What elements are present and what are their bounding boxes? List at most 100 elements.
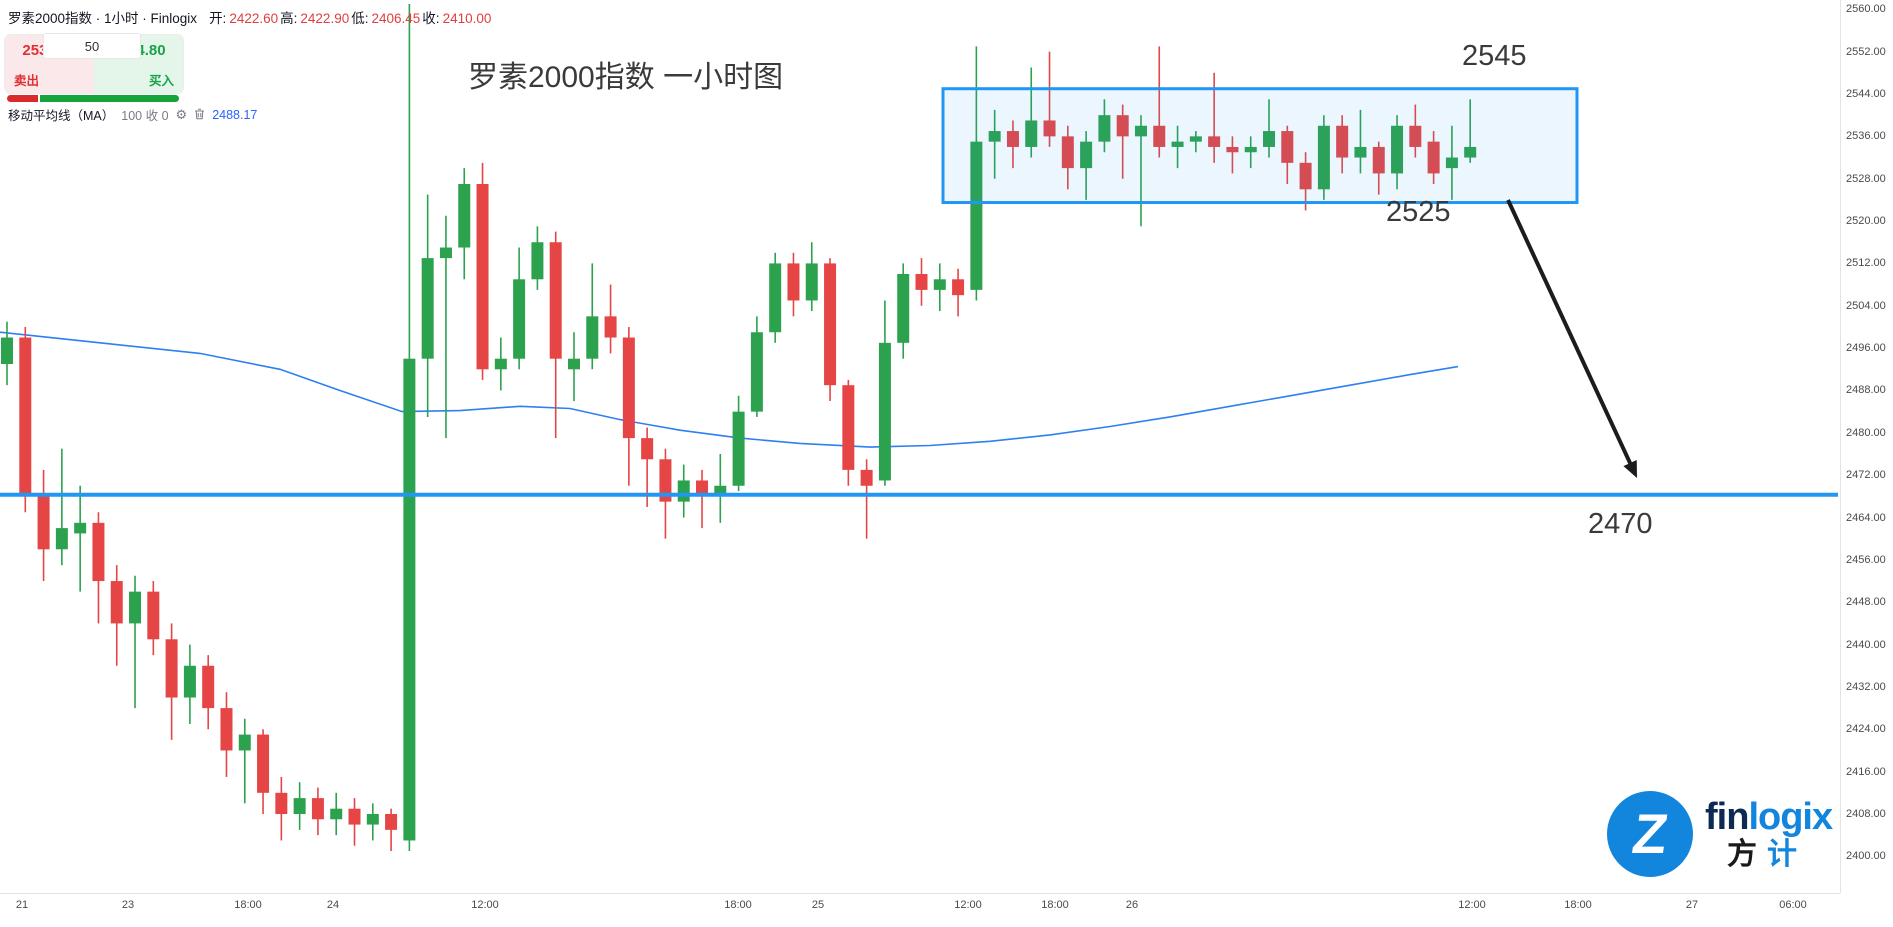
candle <box>129 575 142 709</box>
candle <box>915 258 928 306</box>
target-label[interactable]: 2470 <box>1588 508 1653 540</box>
candle <box>1098 99 1111 153</box>
buy-ratio-segment <box>39 95 179 102</box>
candle <box>604 284 617 354</box>
price-tick: 2488.00 <box>1846 384 1886 397</box>
candle <box>366 803 379 841</box>
price-axis[interactable]: 2560.00 2552.00 2544.00 2536.00 2528.00 2520.… <box>1846 0 1893 893</box>
symbol-title[interactable]: 罗素2000指数 · 1小时 · Finlogix <box>8 11 198 26</box>
support-label[interactable]: 2525 <box>1386 196 1451 228</box>
price-tick: 2512.00 <box>1846 257 1886 270</box>
price-tick: 2408.00 <box>1846 807 1886 820</box>
time-axis[interactable]: 21 23 18:00 24 12:00 18:00 25 12:00 18:00 26 12:00… <box>0 893 1840 927</box>
candle <box>202 655 215 730</box>
resistance-label[interactable]: 2545 <box>1462 40 1527 72</box>
candle <box>1427 131 1440 185</box>
price-tick: 2464.00 <box>1846 511 1886 524</box>
candle <box>1116 104 1129 179</box>
indicator-name[interactable]: 移动平均线（MA） <box>8 109 115 123</box>
delete-icon[interactable] <box>194 108 205 122</box>
candle <box>55 448 68 566</box>
ohlc-pair: 收: 2410.00 <box>422 11 492 26</box>
candle <box>311 787 324 836</box>
ohlc-pair: 低: 2406.45 <box>351 11 421 26</box>
sell-ratio-segment <box>7 95 38 102</box>
candle <box>1409 104 1422 158</box>
candle <box>1134 115 1147 227</box>
candle <box>769 252 782 343</box>
price-tick: 2504.00 <box>1846 299 1886 312</box>
ohlc-readout: 开: 2422.60 高: 2422.90 低: 2406.45 收: 2410.00 <box>207 7 491 27</box>
price-tick: 2400.00 <box>1846 850 1886 863</box>
price-tick: 2520.00 <box>1846 215 1886 228</box>
candle <box>933 263 946 312</box>
candle <box>878 300 891 486</box>
candle <box>1189 131 1202 153</box>
logo-fin-text: fin <box>1705 796 1749 838</box>
price-tick: 2536.00 <box>1846 130 1886 143</box>
indicator-params: 100 收 0 <box>121 109 169 123</box>
time-tick: 23 <box>121 899 135 911</box>
candle <box>1043 51 1056 147</box>
quantity-input[interactable] <box>43 33 141 59</box>
price-tick: 2440.00 <box>1846 638 1886 651</box>
candle <box>714 453 727 523</box>
candle <box>183 644 196 724</box>
consolidation-box[interactable] <box>941 87 1579 205</box>
breakdown-arrow[interactable] <box>1506 199 1635 470</box>
settings-icon[interactable]: ⚙ <box>175 107 188 122</box>
candle <box>988 109 1001 179</box>
time-tick: 18:00 <box>234 899 262 911</box>
candle <box>1281 125 1294 185</box>
candle <box>1372 141 1385 195</box>
chart-title-annotation[interactable]: 罗素2000指数 一小时图 <box>468 61 784 94</box>
price-tick: 2560.00 <box>1846 3 1886 16</box>
time-tick: 18:00 <box>1564 899 1592 911</box>
finlogix-logo-icon: Z <box>1607 791 1693 877</box>
candle <box>74 485 87 592</box>
candle <box>696 469 709 529</box>
candle <box>1080 131 1093 200</box>
candle <box>1445 125 1458 200</box>
candle <box>897 263 910 359</box>
candle <box>952 268 965 317</box>
candle <box>476 162 489 380</box>
candle <box>110 565 123 666</box>
price-tick: 2480.00 <box>1846 426 1886 439</box>
breakdown-arrow-head <box>1623 460 1637 478</box>
time-axis-separator <box>0 893 1840 894</box>
candle <box>531 226 544 290</box>
price-tick: 2448.00 <box>1846 596 1886 609</box>
price-axis-separator <box>1840 0 1841 893</box>
candle <box>622 326 635 486</box>
candle <box>549 231 562 439</box>
price-tick: 2416.00 <box>1846 765 1886 778</box>
candle <box>293 782 306 830</box>
candle <box>1299 152 1312 211</box>
candle <box>787 252 800 317</box>
finlogix-logo-text: finlogix 方计 <box>1705 796 1833 871</box>
time-tick: 21 <box>15 899 29 911</box>
candle <box>1025 67 1038 158</box>
price-tick: 2552.00 <box>1846 45 1886 58</box>
candle <box>1336 115 1349 174</box>
logo-cn-black-text: 方 <box>1727 838 1757 871</box>
candle <box>1263 99 1276 158</box>
candle <box>824 258 837 402</box>
candle <box>330 792 343 836</box>
buy-label: 买入 <box>148 74 174 88</box>
candle <box>1244 136 1257 169</box>
time-tick: 12:00 <box>471 899 499 911</box>
logo-cn-blue-text: 计 <box>1767 838 1797 871</box>
candle <box>750 316 763 417</box>
symbol-header: 罗素2000指数 · 1小时 · Finlogix 开: 2422.60 高: 242… <box>8 7 491 27</box>
finlogix-z-glyph: Z <box>1628 802 1672 865</box>
candle <box>147 581 160 656</box>
price-tick: 2472.00 <box>1846 469 1886 482</box>
candle <box>403 4 416 852</box>
finlogix-logo: Z finlogix 方计 <box>1607 791 1833 877</box>
candle <box>37 469 50 582</box>
time-tick: 18:00 <box>724 899 752 911</box>
candle <box>385 808 398 852</box>
